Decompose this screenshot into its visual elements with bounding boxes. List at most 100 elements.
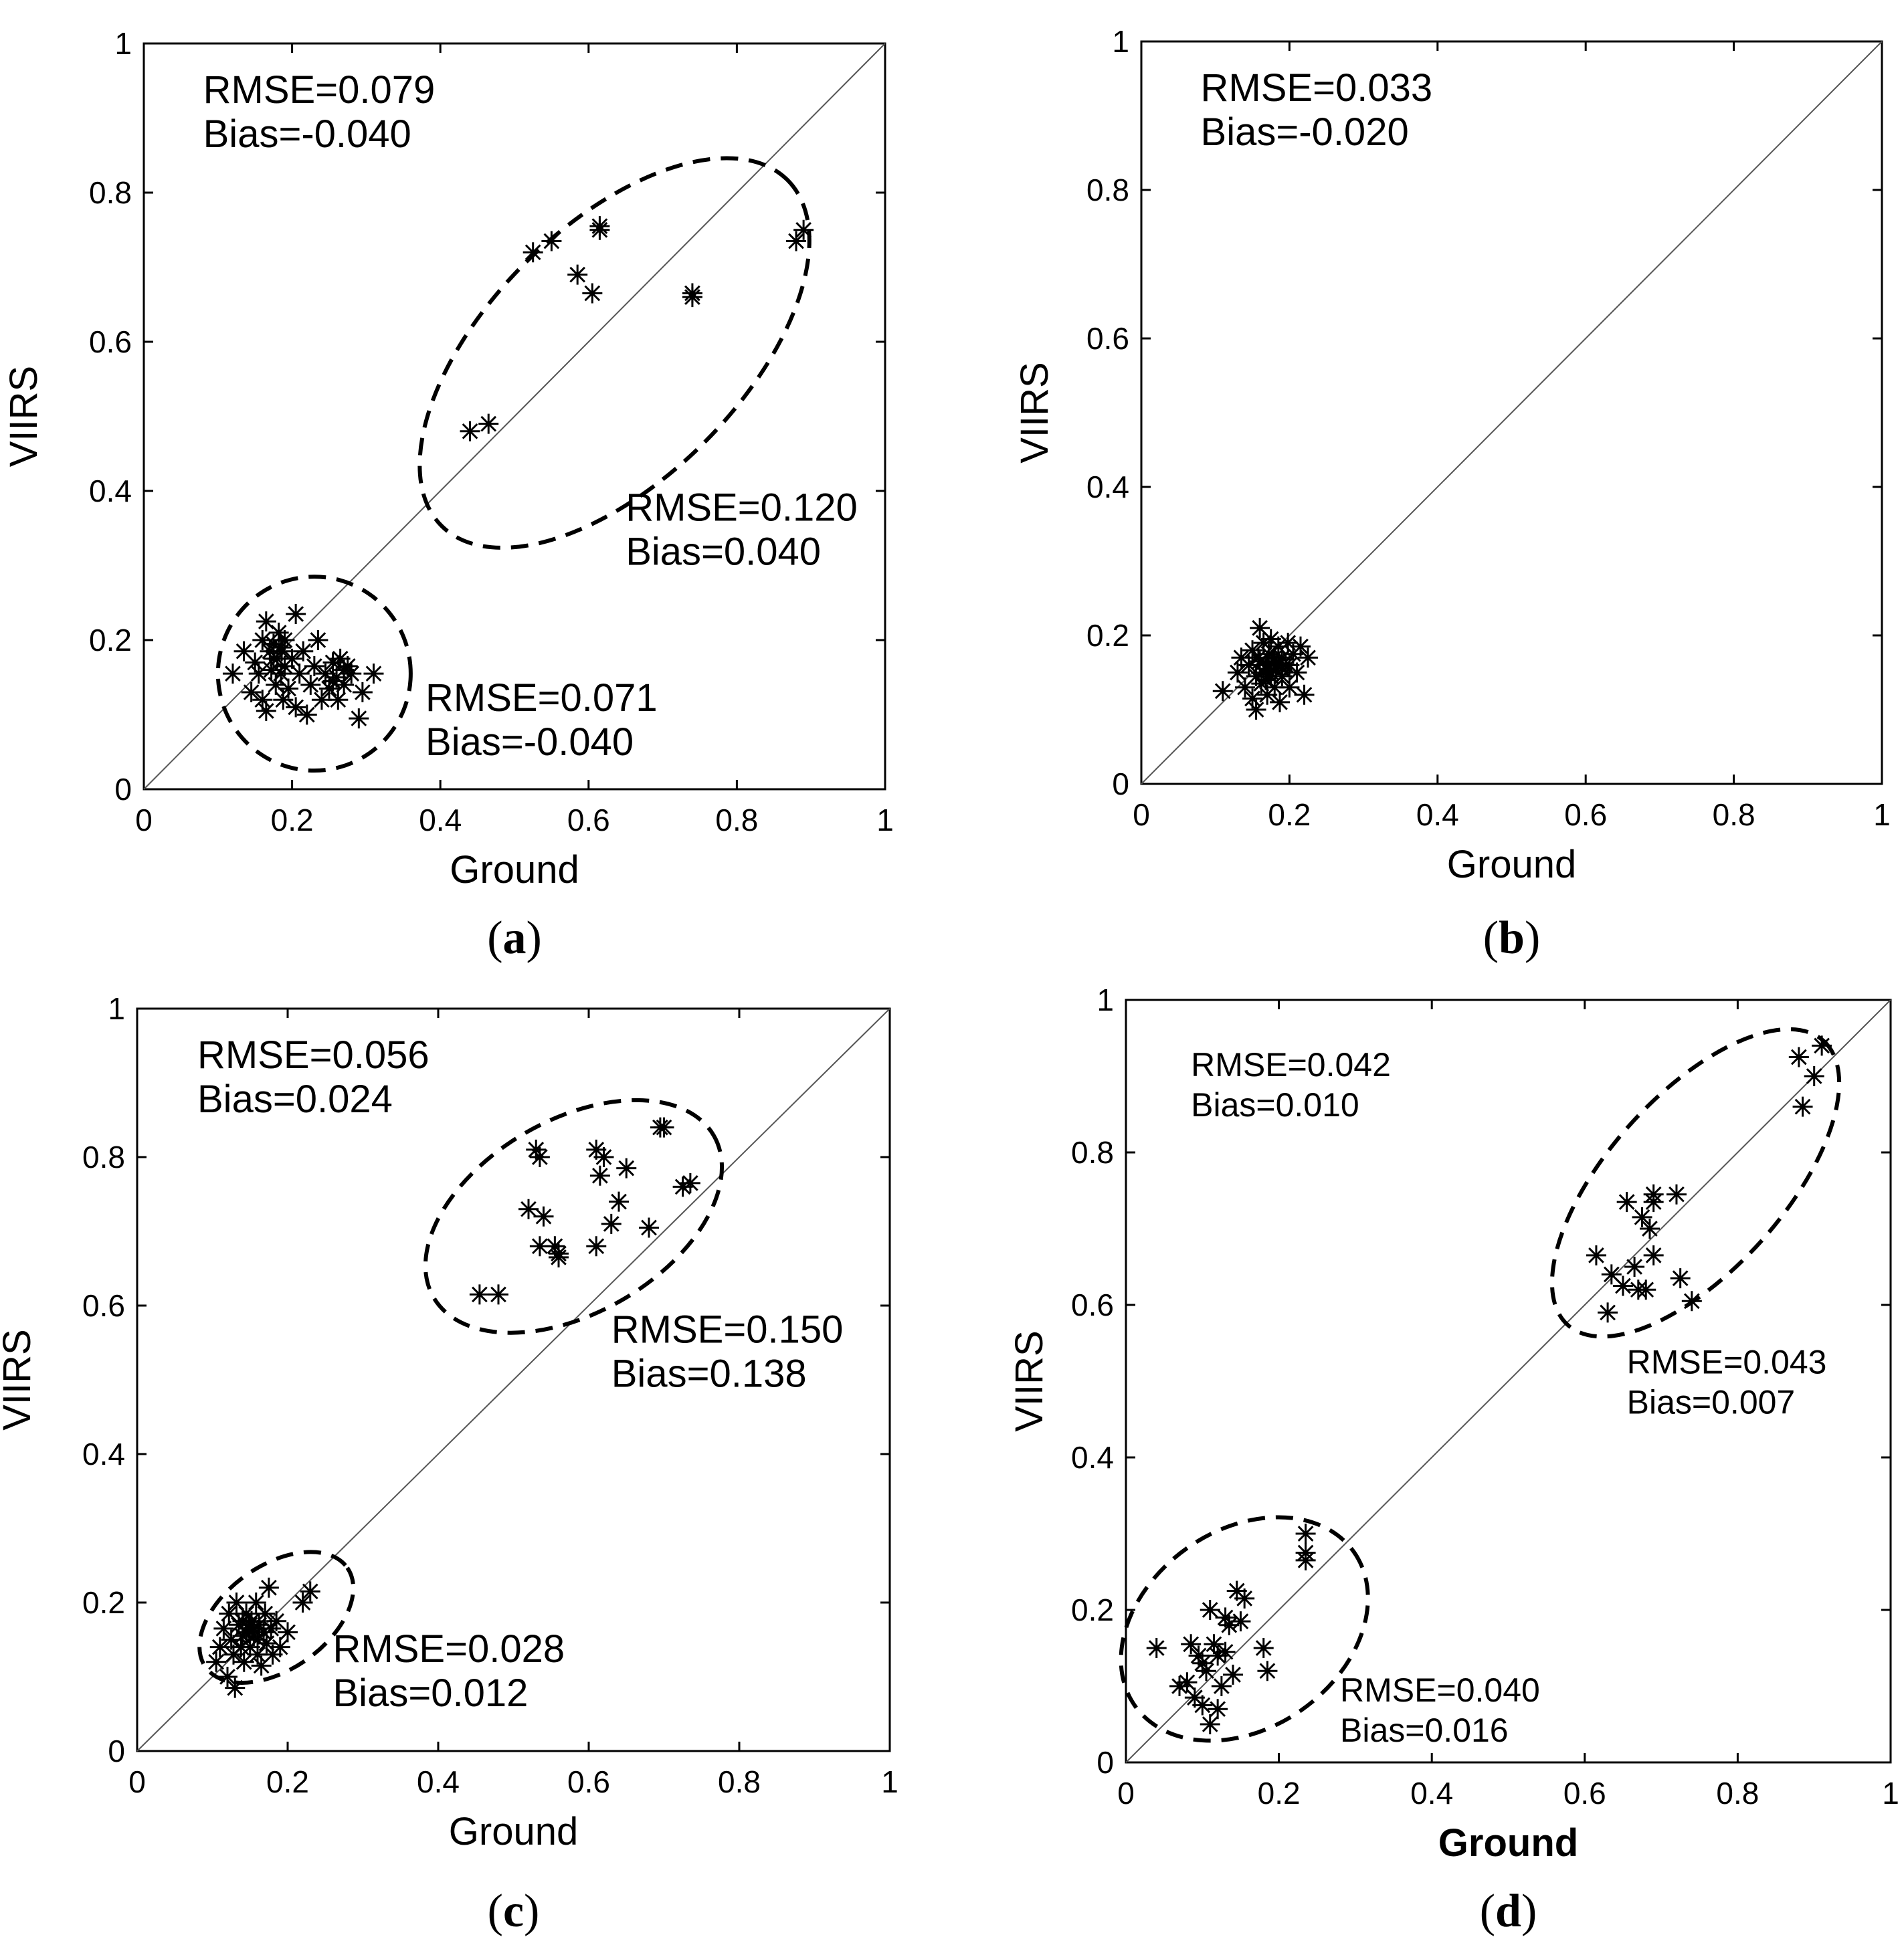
cluster-ellipse [1119,1515,1370,1743]
y-tick-label: 0.2 [1071,1593,1114,1627]
y-tick-label: 0.8 [1071,1135,1114,1170]
data-point [1639,1219,1660,1239]
data-point [252,630,273,650]
data-point [270,1637,290,1657]
cluster-ellipse [1549,1027,1842,1339]
data-point [589,219,610,240]
y-tick-label: 0.6 [89,324,132,359]
data-point [1268,636,1289,657]
one-to-one-line [1125,999,1891,1763]
data-point [1260,662,1281,683]
x-tick-label: 0.8 [715,803,758,837]
data-point [341,663,362,684]
data-point [1226,1580,1247,1601]
rmse-annotation: RMSE=0.120 [626,486,858,530]
data-point [478,413,499,434]
bias-annotation: Bias=0.138 [611,1352,807,1396]
data-point [334,659,355,680]
y-axis-label: VIIRS [2,366,45,468]
y-tick-label: 0 [1097,1745,1114,1780]
data-point [256,611,276,632]
rmse-annotation: RMSE=0.056 [197,1033,430,1077]
x-tick-label: 1 [876,803,894,837]
data-point [529,1147,550,1167]
data-point [274,656,295,677]
data-point [1279,677,1300,698]
data-point [328,690,349,710]
data-point [1294,684,1315,705]
data-point [278,678,299,699]
data-point [286,603,306,624]
data-point [567,264,588,285]
data-point [1253,633,1274,653]
data-point [282,648,302,669]
data-point [1246,700,1266,720]
data-point [322,652,343,673]
x-tick-label: 0.2 [266,1764,309,1799]
data-point [223,1644,244,1665]
data-point [1258,643,1279,664]
data-point [680,1172,700,1193]
x-tick-label: 0.4 [1416,797,1459,832]
bias-annotation: Bias=0.007 [1627,1384,1796,1421]
data-point [522,242,543,263]
data-point [300,674,321,695]
x-tick-label: 0.4 [419,803,462,837]
data-point [1295,1524,1316,1544]
data-point [330,648,351,669]
data-point [549,1243,569,1264]
data-point [593,1147,614,1167]
data-point [292,1593,313,1613]
bias-annotation: Bias=-0.020 [1201,110,1409,154]
y-tick-label: 0 [1112,766,1129,801]
y-tick-label: 1 [108,991,125,1026]
data-point [469,1284,490,1305]
data-point [1670,1268,1691,1289]
data-point [1230,1611,1251,1632]
data-point [311,690,332,710]
y-tick-label: 0.6 [1071,1288,1114,1322]
rmse-annotation: RMSE=0.040 [1340,1671,1540,1709]
panel-a: 0 0.2 0.4 0.6 0.8 100.20.40.60.81RMSE=0.079Bi… [2,26,894,964]
data-point [1188,1645,1209,1666]
data-point [266,674,286,695]
x-tick-label: 0.8 [1713,797,1755,832]
data-point [206,1651,227,1672]
data-point [1624,1257,1645,1277]
data-point [232,1611,253,1631]
bias-annotation: Bias=0.024 [197,1078,393,1121]
data-point [233,641,254,661]
data-point [226,1593,247,1613]
data-point [1255,670,1276,690]
data-point [248,663,269,684]
data-point [219,1603,240,1624]
rmse-annotation: RMSE=0.150 [611,1308,844,1352]
data-point [1215,1641,1236,1662]
data-point [682,287,702,308]
data-point [1612,1275,1633,1296]
data-point [1192,1653,1213,1673]
data-point [322,671,343,692]
y-tick-label: 0.4 [1086,470,1129,504]
y-tick-label: 0.6 [1086,321,1129,356]
panel-caption: (a) [487,912,542,964]
data-point [786,231,807,251]
y-tick-label: 0.6 [82,1288,125,1323]
x-axis-label: Ground [1438,1821,1578,1865]
data-point [1282,643,1303,664]
data-point [1231,647,1252,668]
data-point [616,1158,637,1179]
data-point [1246,666,1266,687]
x-tick-label: 0.2 [1258,1776,1301,1811]
data-point [315,663,336,684]
data-point [654,1117,674,1138]
data-point [319,678,339,699]
panel-caption: (d) [1480,1885,1537,1937]
y-tick-label: 0.2 [82,1585,125,1620]
data-point [1177,1672,1198,1693]
data-point [293,641,314,661]
y-tick-label: 0 [108,1734,125,1768]
data-point [1257,684,1278,705]
data-point [1146,1638,1167,1658]
data-point [248,1629,268,1650]
